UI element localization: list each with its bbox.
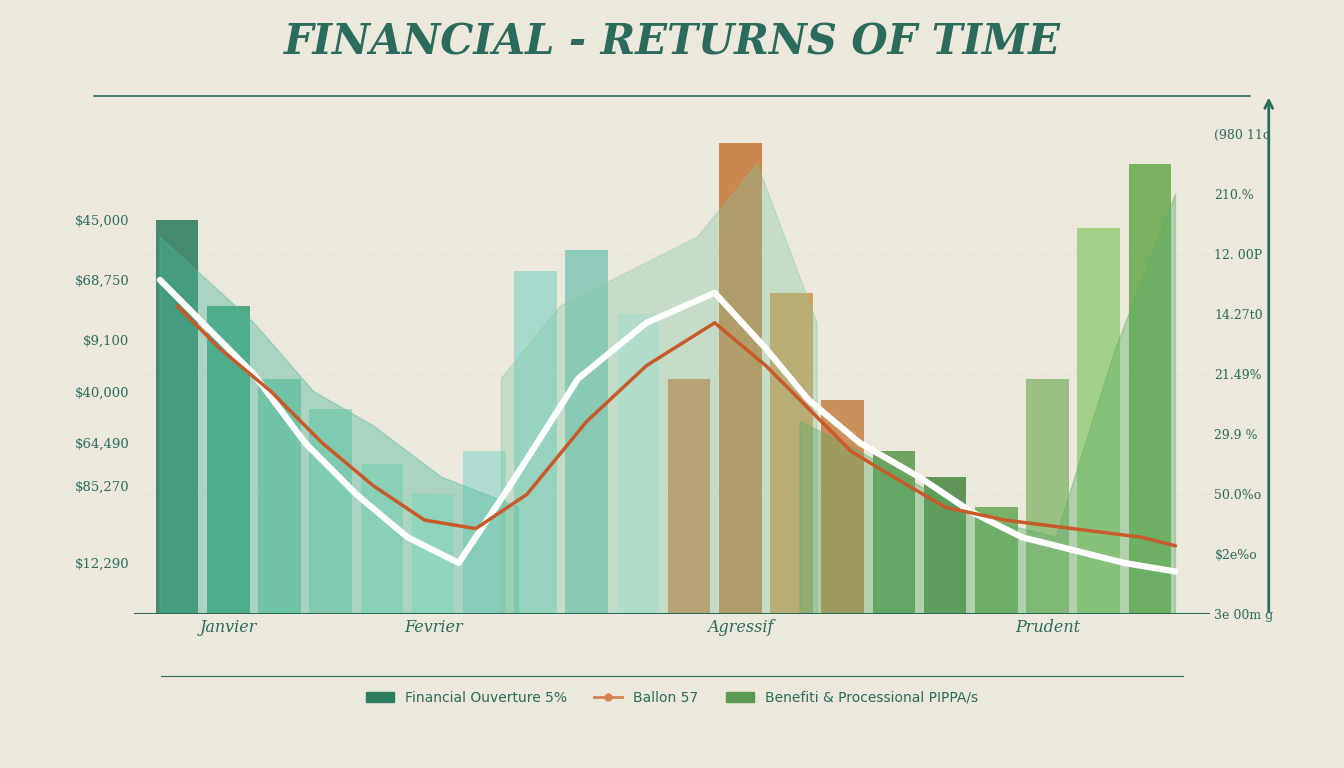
Bar bbox=[462, 452, 505, 614]
Bar bbox=[770, 293, 813, 614]
Legend: Financial Ouverture 5%, Ballon 57, Benefiti & Processional PIPPA/s: Financial Ouverture 5%, Ballon 57, Benef… bbox=[360, 685, 984, 710]
Polygon shape bbox=[501, 164, 817, 614]
Bar bbox=[1078, 229, 1120, 614]
Bar bbox=[1129, 164, 1171, 614]
Bar bbox=[668, 379, 711, 614]
Bar bbox=[821, 400, 864, 614]
Text: FINANCIAL - RETURNS OF TIME: FINANCIAL - RETURNS OF TIME bbox=[284, 22, 1060, 63]
Bar bbox=[515, 271, 556, 614]
Bar bbox=[207, 306, 250, 614]
Polygon shape bbox=[160, 237, 519, 614]
Bar bbox=[1025, 379, 1068, 614]
Bar bbox=[923, 477, 966, 614]
Bar bbox=[309, 409, 352, 614]
Bar bbox=[872, 452, 915, 614]
Bar bbox=[617, 314, 659, 614]
Bar bbox=[566, 250, 607, 614]
Bar bbox=[156, 220, 199, 614]
Bar bbox=[258, 379, 301, 614]
Bar bbox=[360, 465, 403, 614]
Polygon shape bbox=[800, 194, 1176, 614]
Bar bbox=[719, 143, 762, 614]
Bar bbox=[974, 507, 1017, 614]
Bar bbox=[411, 495, 454, 614]
